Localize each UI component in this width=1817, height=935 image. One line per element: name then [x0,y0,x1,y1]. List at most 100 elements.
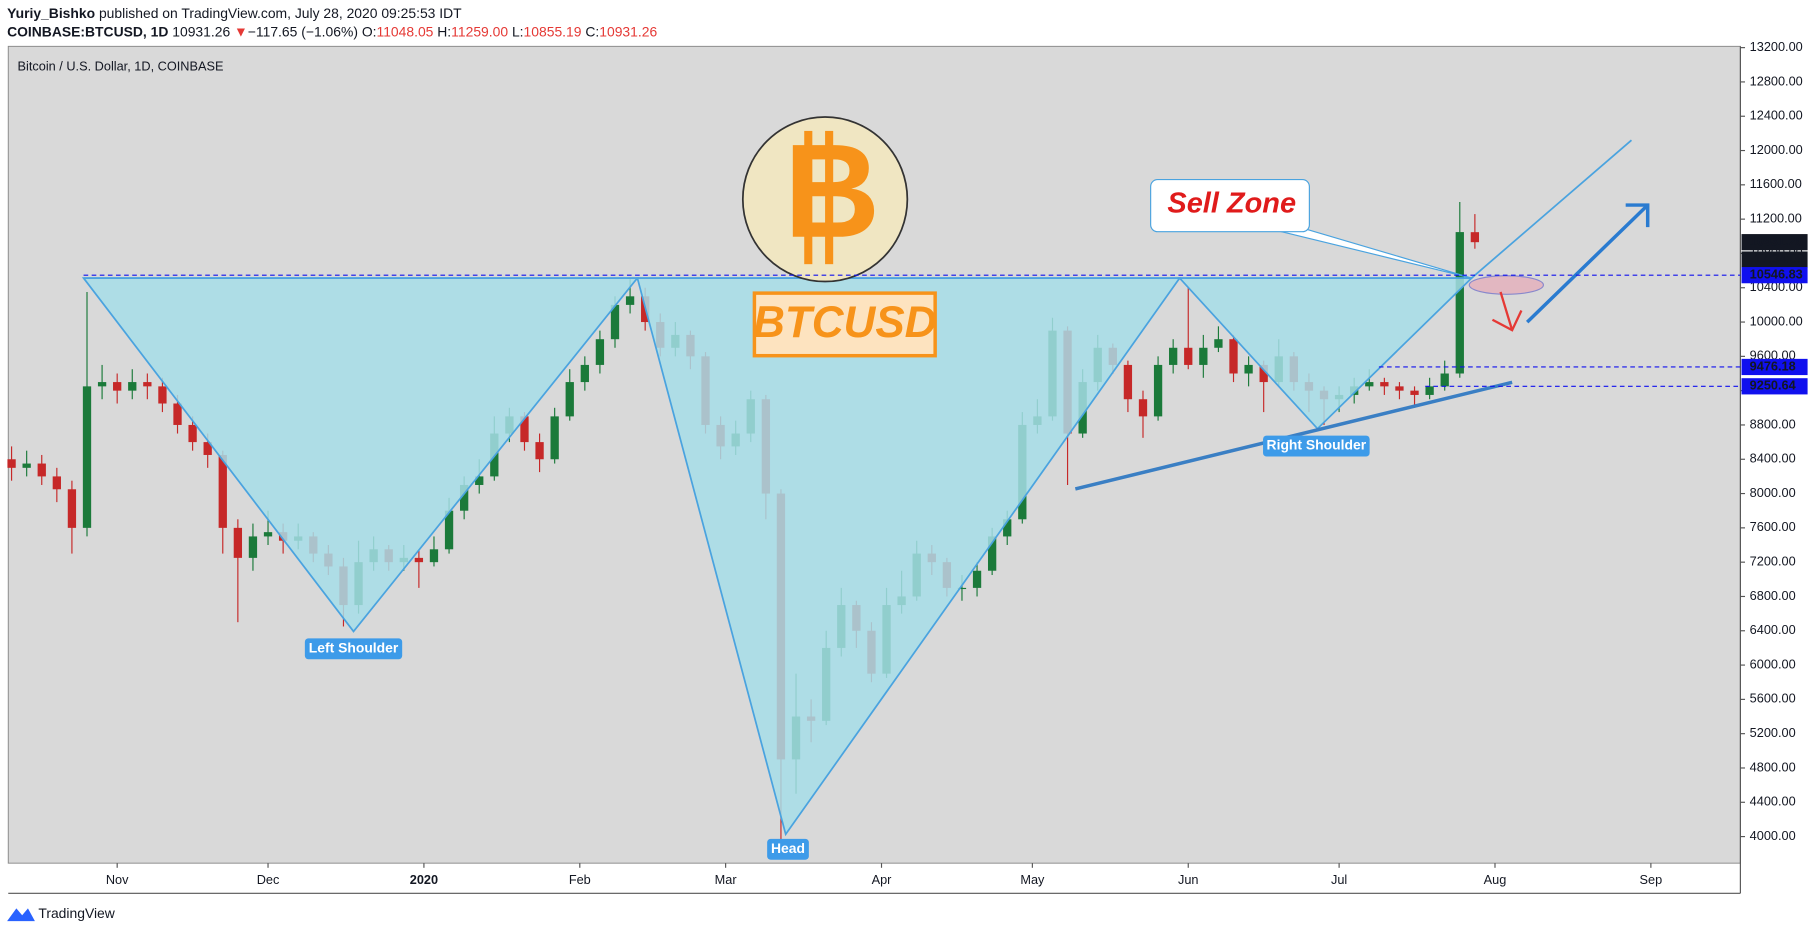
candle-body [459,484,469,511]
candle-body [1123,364,1133,400]
candle-body [1425,386,1434,395]
candle-body [1003,519,1012,537]
candle-body [987,536,997,571]
y-tick-label: 7200.00 [1750,554,1796,569]
candle-body [7,459,16,468]
published: published on TradingView.com, July 28, 2… [99,5,462,21]
price-marker [1741,358,1808,376]
h-key: H: [437,23,451,39]
left-shoulder-label: Left Shoulder [309,639,399,655]
callout-box [1150,179,1310,233]
symbol-line: COINBASE:BTCUSD, 1D 10931.26 ▼−117.65 (−… [7,23,657,39]
chart-title: Bitcoin / U.S. Dollar, 1D, COINBASE [18,59,224,74]
candle-body [1365,382,1374,387]
candle-body [203,442,212,455]
y-tick-label: 6400.00 [1750,622,1796,637]
x-tick-label: 2020 [410,872,438,887]
y-tick-label: 11600.00 [1750,176,1802,191]
down-arrow [1499,291,1514,331]
candle-body [957,587,967,590]
candle-body [1455,232,1464,374]
y-tick-label: 4800.00 [1750,759,1796,774]
l-key: L: [512,23,524,39]
candle-body [1410,390,1419,395]
candle-body [444,510,454,550]
x-tick-label: Feb [569,872,591,887]
candle-body [233,527,243,558]
symbol: COINBASE:BTCUSD, 1D [7,23,168,39]
x-tick-label: Nov [106,872,129,887]
candle-body [1184,347,1193,365]
x-tick-label: Jun [1178,872,1199,887]
candle-body [82,386,92,528]
right-shoulder-label: Right Shoulder [1267,437,1367,453]
y-tick-label: 12800.00 [1750,73,1803,88]
y-tick-label: 10000.00 [1750,313,1803,328]
candle-body [158,386,167,404]
price-marker-label: 10931.26 [1750,234,1803,249]
c-key: C: [585,23,599,39]
sell-ellipse [1468,275,1544,295]
x-tick-label: Apr [872,872,893,887]
candle-body [263,532,273,537]
candle-body [1199,347,1208,365]
y-tick-label: 8000.00 [1750,485,1796,500]
candle-body [218,454,227,528]
candle-body [1395,386,1404,391]
y-tick-label: 11200.00 [1750,211,1802,226]
last: 10931.26 [172,23,230,39]
label-box [1263,435,1370,457]
candle-body [143,382,152,387]
y-tick-label: 12000.00 [1750,142,1803,157]
candle-body [97,382,107,387]
candle-body [475,476,484,485]
header-line: Yuriy_Bishko published on TradingView.co… [7,5,462,21]
pattern-drawings: Sell Zone B BTCUSD Left Shoulder Head Ri… [81,116,1741,860]
change: −117.65 (−1.06%) [248,23,358,39]
candle-body [1214,339,1223,348]
label-box [767,838,809,860]
price-marker-label: 10546.83 [1750,267,1803,282]
y-tick-label: 5600.00 [1750,691,1796,706]
candle-body [128,382,137,391]
o-key: O: [362,23,377,39]
candle-body [1169,347,1178,365]
up-arrow-head [1625,203,1650,228]
logo-bar [825,130,834,265]
candle-body [1153,364,1163,417]
trend-line [1471,139,1633,279]
y-tick-label: 6800.00 [1750,588,1796,603]
price-marker [1741,378,1808,395]
candle-body [113,382,122,391]
price-marker-label: 9476.18 [1750,358,1796,373]
candle-body [1229,339,1238,374]
head-label: Head [771,840,805,856]
brand-logo [7,908,35,922]
brand: TradingView [38,905,115,921]
candle-body [1138,399,1148,417]
y-tick-label: 8400.00 [1750,451,1796,466]
label-box [304,638,403,660]
logo-bar [804,130,813,265]
candle-body [972,570,982,588]
logo-symbol: B [784,117,880,266]
x-tick-label: Sep [1640,872,1663,887]
c-value: 10931.26 [599,23,657,39]
candle-body [1244,364,1253,374]
countdown-box [1741,251,1808,268]
candle-body [173,403,182,425]
o-value: 11048.05 [377,23,434,39]
x-tick-label: Mar [715,872,738,887]
candle-body [535,442,544,460]
y-tick-label: 13200.00 [1750,39,1803,54]
footer: TradingView [7,905,116,922]
y-tick-label: 4000.00 [1750,828,1796,843]
y-tick-label: 4400.00 [1750,794,1796,809]
candle-body [550,416,559,460]
y-tick-label: 6000.00 [1750,656,1796,671]
candle-body [565,382,574,417]
candle-body [1470,232,1480,243]
candle-body [37,463,46,477]
candle-body [1440,373,1449,387]
